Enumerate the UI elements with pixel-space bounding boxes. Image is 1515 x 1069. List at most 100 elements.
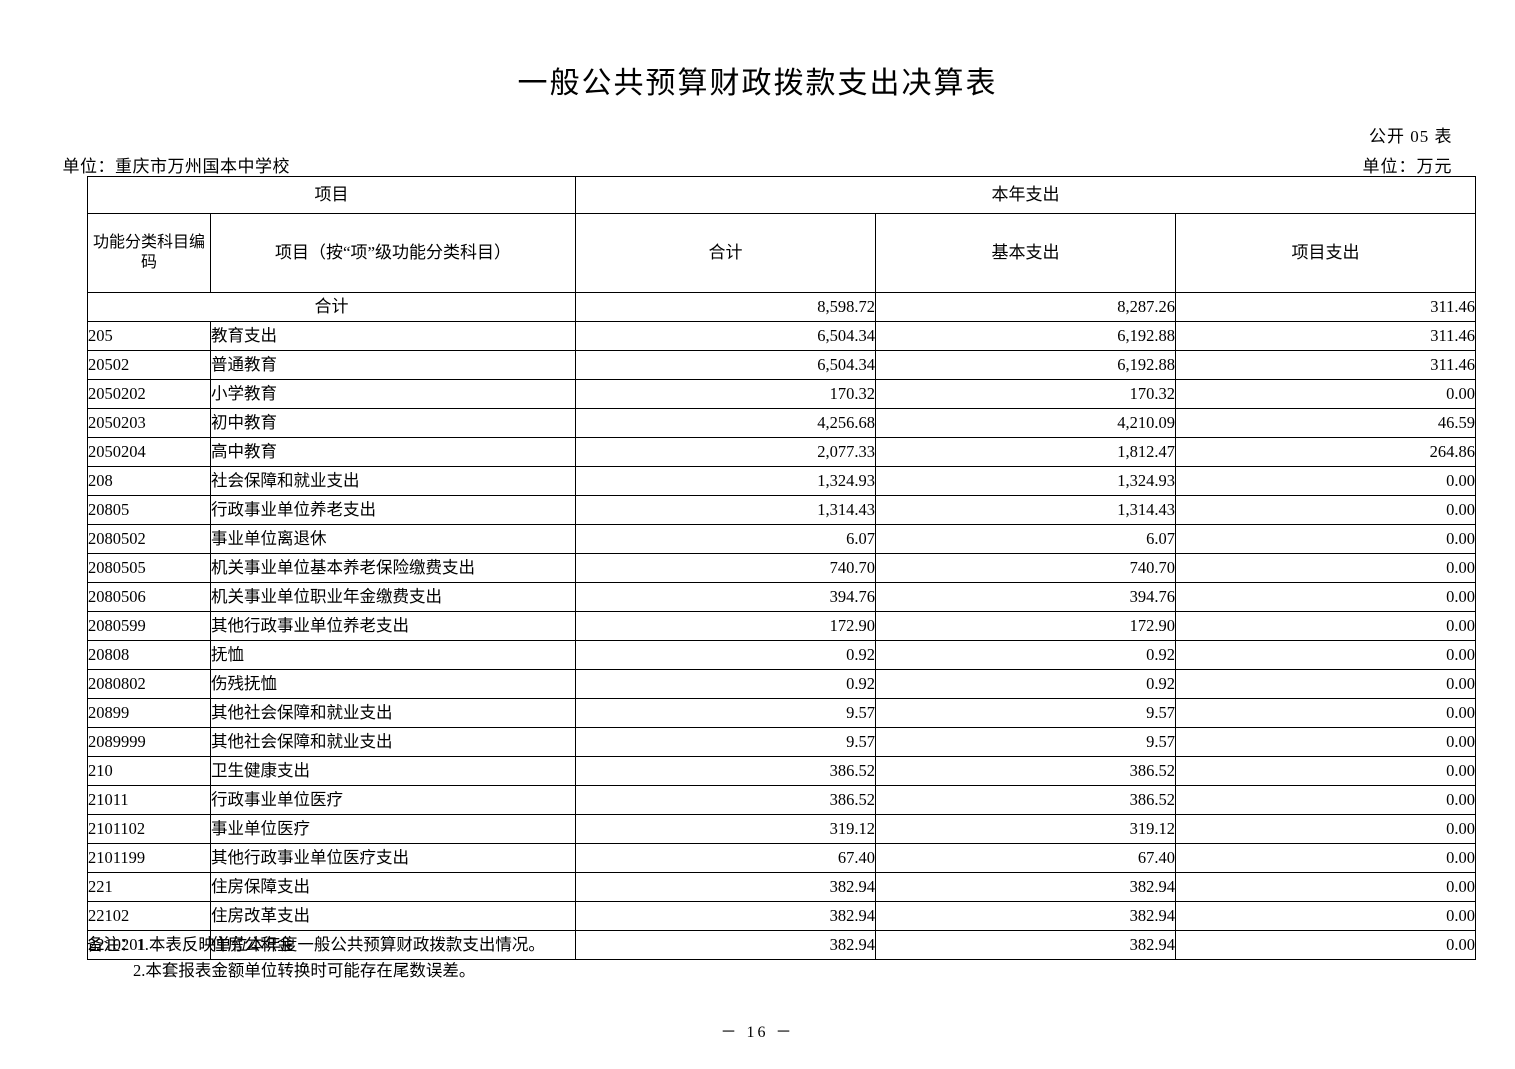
row-name: 行政事业单位医疗 <box>210 785 576 815</box>
row-name: 其他社会保障和就业支出 <box>210 727 576 757</box>
table-row: 221 住房保障支出 382.94 382.94 0.00 <box>87 872 1476 902</box>
row-total: 1,314.43 <box>575 495 876 525</box>
table-row: 21011 行政事业单位医疗 386.52 386.52 0.00 <box>87 785 1476 815</box>
row-name: 机关事业单位基本养老保险缴费支出 <box>210 553 576 583</box>
row-name: 小学教育 <box>210 379 576 409</box>
table-row: 2210201 住房公积金 382.94 382.94 0.00 <box>87 930 1476 960</box>
row-code: 2080506 <box>87 582 211 612</box>
row-total: 4,256.68 <box>575 408 876 438</box>
row-code: 20502 <box>87 350 211 380</box>
table-header-group-row: 项目 本年支出 <box>87 176 1476 214</box>
row-code: 221 <box>87 872 211 902</box>
table-row: 2101102 事业单位医疗 319.12 319.12 0.00 <box>87 814 1476 844</box>
table-body: 合计 8,598.72 8,287.26 311.46 205 教育支出 6,504… <box>87 292 1476 960</box>
row-project: 0.00 <box>1175 698 1476 728</box>
row-name: 卫生健康支出 <box>210 756 576 786</box>
row-total: 67.40 <box>575 843 876 873</box>
row-project: 0.00 <box>1175 379 1476 409</box>
table-row: 2050204 高中教育 2,077.33 1,812.47 264.86 <box>87 437 1476 467</box>
row-project: 0.00 <box>1175 727 1476 757</box>
row-total: 382.94 <box>575 930 876 960</box>
row-project: 0.00 <box>1175 466 1476 496</box>
total-row-basic: 8,287.26 <box>875 292 1176 322</box>
row-project: 311.46 <box>1175 350 1476 380</box>
row-total: 9.57 <box>575 727 876 757</box>
header-group-current-year-expenditure: 本年支出 <box>575 176 1476 214</box>
row-code: 2080599 <box>87 611 211 641</box>
row-basic: 1,812.47 <box>875 437 1176 467</box>
row-total: 382.94 <box>575 872 876 902</box>
row-name: 事业单位医疗 <box>210 814 576 844</box>
row-name: 教育支出 <box>210 321 576 351</box>
row-name: 住房公积金 <box>210 930 576 960</box>
row-basic: 394.76 <box>875 582 1176 612</box>
row-basic: 386.52 <box>875 785 1176 815</box>
row-basic: 740.70 <box>875 553 1176 583</box>
header-col-total: 合计 <box>575 213 876 293</box>
row-project: 0.00 <box>1175 524 1476 554</box>
row-project: 0.00 <box>1175 756 1476 786</box>
row-code: 20899 <box>87 698 211 728</box>
row-name: 住房改革支出 <box>210 901 576 931</box>
row-project: 0.00 <box>1175 930 1476 960</box>
budget-expenditure-table: 项目 本年支出 功能分类科目编码 项目（按“项”级功能分类科目） 合计 基本支出… <box>87 176 1476 960</box>
table-row: 2101199 其他行政事业单位医疗支出 67.40 67.40 0.00 <box>87 843 1476 873</box>
row-code: 205 <box>87 321 211 351</box>
row-project: 0.00 <box>1175 814 1476 844</box>
table-row: 2050203 初中教育 4,256.68 4,210.09 46.59 <box>87 408 1476 438</box>
table-header-column-row: 功能分类科目编码 项目（按“项”级功能分类科目） 合计 基本支出 项目支出 <box>87 213 1476 293</box>
row-name: 其他行政事业单位养老支出 <box>210 611 576 641</box>
row-basic: 319.12 <box>875 814 1176 844</box>
row-basic: 382.94 <box>875 930 1176 960</box>
row-total: 6,504.34 <box>575 321 876 351</box>
row-name: 其他社会保障和就业支出 <box>210 698 576 728</box>
row-code: 2050204 <box>87 437 211 467</box>
row-basic: 6.07 <box>875 524 1176 554</box>
row-total: 386.52 <box>575 785 876 815</box>
row-total: 9.57 <box>575 698 876 728</box>
row-name: 机关事业单位职业年金缴费支出 <box>210 582 576 612</box>
row-name: 普通教育 <box>210 350 576 380</box>
form-label: 公开 05 表 <box>1369 127 1453 146</box>
row-code: 2080802 <box>87 669 211 699</box>
row-total: 1,324.93 <box>575 466 876 496</box>
page-title: 一般公共预算财政拨款支出决算表 <box>517 67 998 100</box>
row-name: 其他行政事业单位医疗支出 <box>210 843 576 873</box>
row-project: 311.46 <box>1175 321 1476 351</box>
table-row: 2080599 其他行政事业单位养老支出 172.90 172.90 0.00 <box>87 611 1476 641</box>
row-basic: 9.57 <box>875 727 1176 757</box>
row-name: 高中教育 <box>210 437 576 467</box>
table-row: 205 教育支出 6,504.34 6,192.88 311.46 <box>87 321 1476 351</box>
note-line-2: 2.本套报表金额单位转换时可能存在尾数误差。 <box>133 960 476 980</box>
row-basic: 382.94 <box>875 872 1176 902</box>
table-header: 项目 本年支出 功能分类科目编码 项目（按“项”级功能分类科目） 合计 基本支出… <box>87 176 1476 293</box>
row-code: 2080505 <box>87 553 211 583</box>
row-basic: 9.57 <box>875 698 1176 728</box>
row-code: 21011 <box>87 785 211 815</box>
row-project: 0.00 <box>1175 669 1476 699</box>
page-number: － 16 － <box>720 1024 795 1041</box>
row-basic: 1,324.93 <box>875 466 1176 496</box>
row-name: 伤残抚恤 <box>210 669 576 699</box>
row-total: 394.76 <box>575 582 876 612</box>
row-basic: 1,314.43 <box>875 495 1176 525</box>
unit-label: 单位：重庆市万州国本中学校 <box>62 157 290 176</box>
note-line-1: 备注：1.本表反映单位本年度一般公共预算财政拨款支出情况。 <box>87 935 545 954</box>
row-total: 170.32 <box>575 379 876 409</box>
header-col-basic: 基本支出 <box>875 213 1176 293</box>
amount-unit-label: 单位：万元 <box>1362 157 1453 176</box>
table-row: 2080505 机关事业单位基本养老保险缴费支出 740.70 740.70 0.00 <box>87 553 1476 583</box>
row-total: 319.12 <box>575 814 876 844</box>
row-project: 0.00 <box>1175 611 1476 641</box>
row-total: 172.90 <box>575 611 876 641</box>
header-col-name: 项目（按“项”级功能分类科目） <box>210 213 576 293</box>
total-row-project: 311.46 <box>1175 292 1476 322</box>
row-basic: 6,192.88 <box>875 321 1176 351</box>
row-name: 行政事业单位养老支出 <box>210 495 576 525</box>
row-project: 0.00 <box>1175 872 1476 902</box>
table-row: 20899 其他社会保障和就业支出 9.57 9.57 0.00 <box>87 698 1476 728</box>
row-basic: 386.52 <box>875 756 1176 786</box>
row-code: 20808 <box>87 640 211 670</box>
table-row: 208 社会保障和就业支出 1,324.93 1,324.93 0.00 <box>87 466 1476 496</box>
